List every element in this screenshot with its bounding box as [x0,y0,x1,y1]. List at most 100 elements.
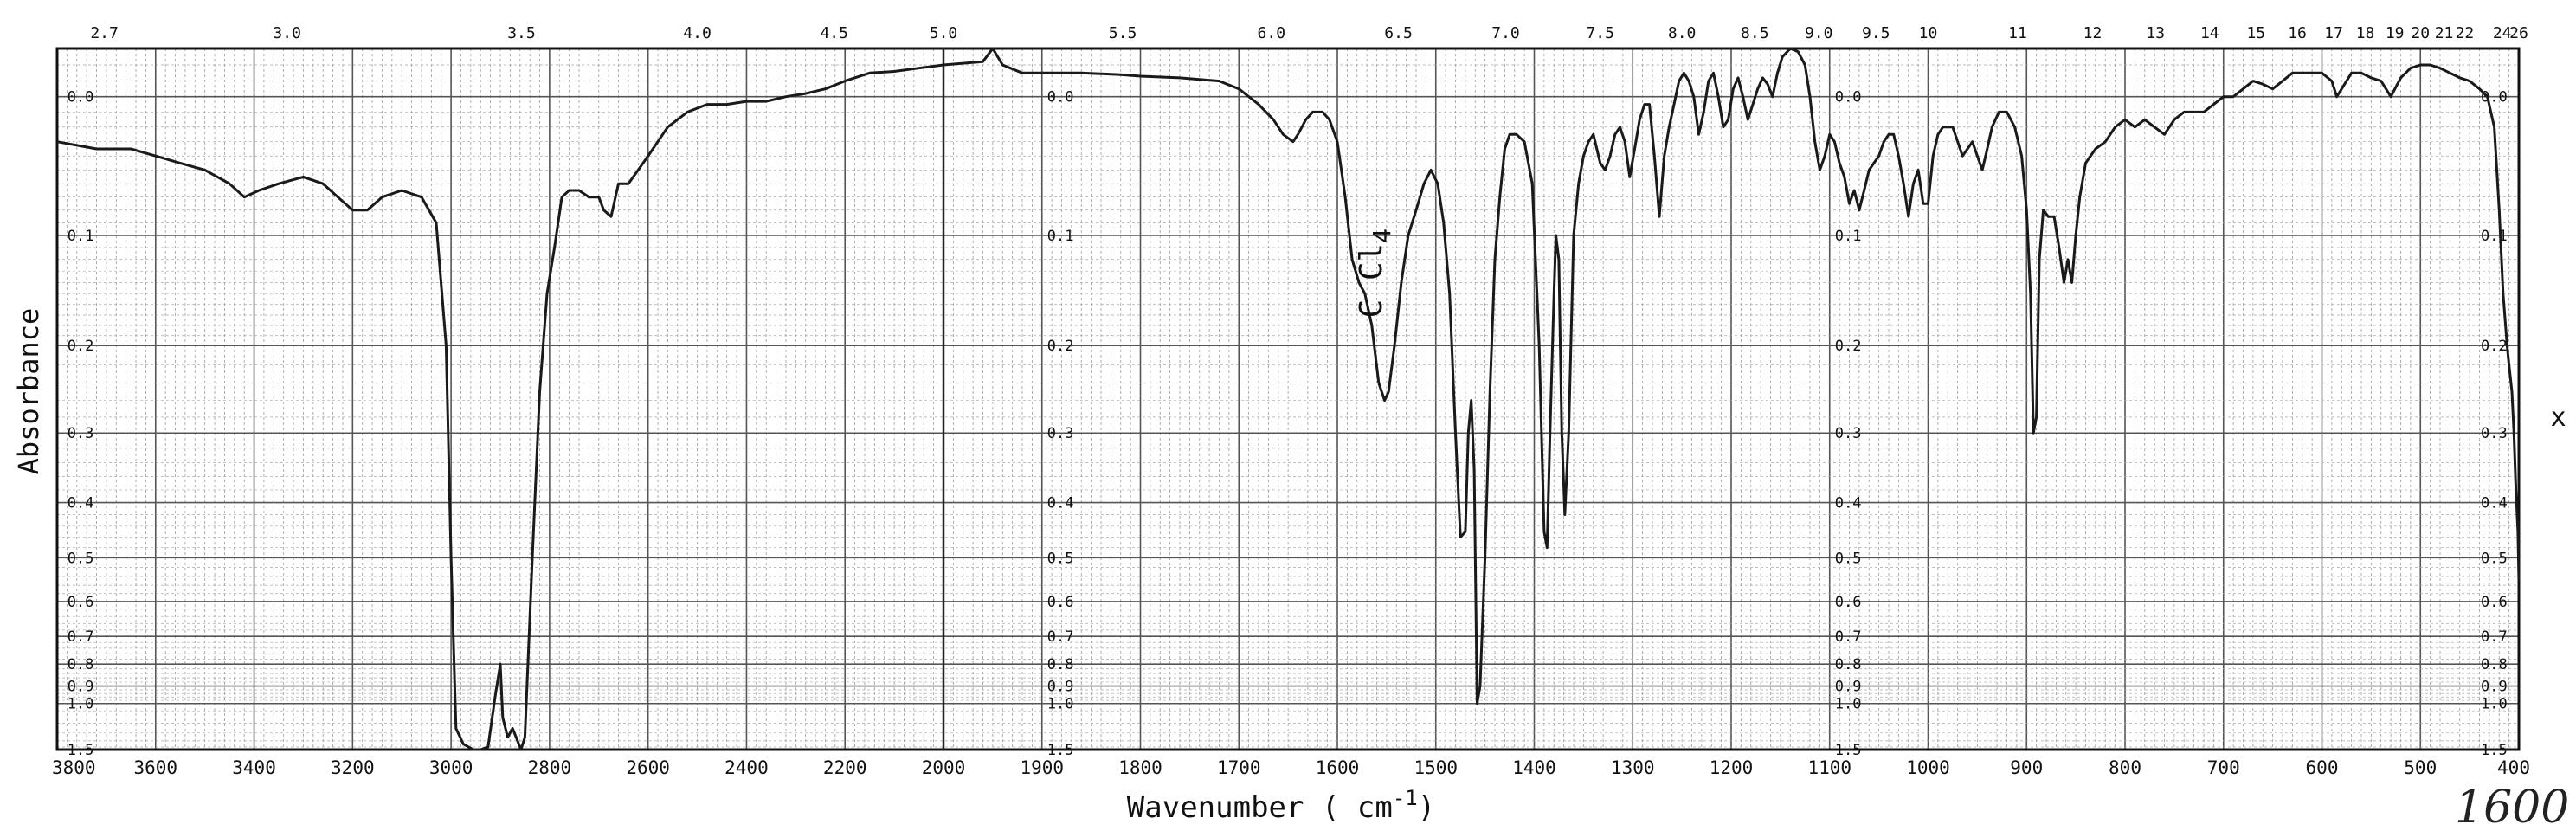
x-tick-label: 1200 [1710,757,1754,778]
handwritten-note: 1600 [2455,782,2569,831]
x-tick-label: 1000 [1906,757,1950,778]
top-tick-label: 12 [2083,24,2103,42]
top-tick-label: 6.0 [1258,24,1286,42]
top-tick-label: 20 [2411,24,2430,42]
x-tick-label: 3200 [331,757,375,778]
top-tick-label: 7.0 [1491,24,1520,42]
x-tick-label: 800 [2109,757,2141,778]
x-tick-label: 1700 [1217,757,1261,778]
plot-frame [55,47,2521,751]
y-tick-label: 0.0 [2481,89,2508,106]
top-tick-label: 17 [2324,24,2343,42]
top-tick-label: 16 [2288,24,2307,42]
y-tick-label: 1.5 [1835,742,1862,759]
top-tick-label: 8.0 [1668,24,1697,42]
top-wavelength-tick-labels: 2.7 3.0 3.5 4.0 4.5 5.0 5.5 6.0 6.5 7.0 7.5 8.0 8.5 9… [90,24,2528,42]
y-tick-label: 0.3 [1835,425,1862,442]
y-tick-label: 0.9 [2481,679,2508,696]
top-tick-label: 10 [1919,24,1938,42]
top-tick-label: 6.5 [1384,24,1413,42]
x-tick-label: 900 [2010,757,2043,778]
spectrum-line-0 [56,47,2521,751]
y-tick-label: 1.0 [68,696,94,713]
ccl4-annotation: C Cl4 [1354,229,1396,319]
y-tick-label: 0.0 [68,89,94,106]
x-tick-label: 700 [2207,757,2240,778]
y-tick-label: 0.2 [1835,338,1862,355]
x-tick-label: 500 [2404,757,2437,778]
y-tick-label: 0.0 [1835,89,1862,106]
y-tick-label: 0.2 [1047,338,1074,355]
x-tick-label: 1300 [1611,757,1655,778]
top-tick-label: 3.0 [273,24,301,42]
top-tick-label: 13 [2146,24,2165,42]
top-tick-label: 14 [2200,24,2219,42]
y-tick-label: 0.8 [1835,656,1862,673]
y-tick-label: 0.7 [68,628,94,646]
top-tick-label: 24 [2493,24,2512,42]
x-tick-label: 1500 [1414,757,1458,778]
y-tick-label: 0.6 [68,594,94,611]
y-tick-label: 0.2 [68,338,94,355]
y-tick-label: 1.0 [1835,696,1862,713]
y-tick-label: 0.5 [1835,550,1862,567]
y-tick-label: 0.3 [1047,425,1074,442]
x-tick-labels: 3800 3600 3400 3200 3000 2800 2600 2400 2200 2000… [52,757,2530,778]
y-tick-label: 0.6 [1047,594,1074,611]
top-tick-label: 3.5 [507,24,536,42]
x-tick-label: 3800 [52,757,96,778]
y-tick-label: 1.5 [1047,742,1074,759]
y-tick-label: 0.1 [68,228,94,245]
y-tick-label: 1.0 [1047,696,1074,713]
top-tick-label: 21 [2435,24,2454,42]
y-tick-label: 0.6 [2481,594,2508,611]
y-tick-label: 0.4 [1047,495,1074,512]
top-tick-label: 4.5 [820,24,848,42]
y-tick-label: 0.4 [1835,495,1862,512]
y-tick-label: 0.1 [1835,228,1862,245]
top-tick-label: 8.5 [1741,24,1769,42]
y-tick-label: 0.1 [2481,228,2508,245]
x-tick-label: 3400 [232,757,276,778]
x-tick-label: 3600 [133,757,177,778]
top-tick-label: 7.5 [1586,24,1614,42]
x-tick-label: 400 [2497,757,2530,778]
x-tick-label: 1900 [1020,757,1064,778]
x-tick-label: 2600 [626,757,670,778]
plot-border [55,47,2521,751]
y-tick-label: 0.0 [1047,89,1074,106]
top-tick-label: 4.0 [683,24,712,42]
x-axis-label-sup: -1 [1393,786,1418,810]
top-tick-label: 18 [2356,24,2375,42]
y-tick-label: 0.3 [68,425,94,442]
y-tick-label: 0.7 [1047,628,1074,646]
y-tick-label: 0.3 [2481,425,2508,442]
x-tick-label: 1800 [1118,757,1162,778]
x-tick-label: 2000 [922,757,966,778]
top-tick-label: 26 [2509,24,2528,42]
x-annotation: x [2551,403,2566,433]
y-tick-label: 0.9 [1835,679,1862,696]
y-tick-label: 0.5 [1047,550,1074,567]
y-tick-label: 0.9 [68,679,94,696]
y-tick-label: 0.8 [1047,656,1074,673]
y-tick-label: 0.4 [2481,495,2508,512]
y-tick-label: 0.8 [68,656,94,673]
ccl4-annotation-main: C Cl [1354,243,1389,319]
x-axis-label-main: Wavenumber ( cm [1127,790,1393,825]
x-tick-label: 1100 [1807,757,1852,778]
y-tick-label: 0.7 [2481,628,2508,646]
y-tick-label: 1.0 [2481,696,2508,713]
x-tick-label: 1400 [1512,757,1556,778]
y-tick-label: 0.1 [1047,228,1074,245]
ccl4-annotation-sub: 4 [1368,229,1396,243]
top-tick-label: 22 [2456,24,2475,42]
x-tick-label: 600 [2306,757,2339,778]
x-axis-label: Wavenumber ( cm-1) [1127,786,1435,825]
top-tick-label: 9.5 [1862,24,1890,42]
y-tick-label: 0.6 [1835,594,1862,611]
x-tick-label: 3000 [429,757,473,778]
x-tick-label: 2200 [823,757,867,778]
y-tick-label: 1.5 [2481,742,2508,759]
